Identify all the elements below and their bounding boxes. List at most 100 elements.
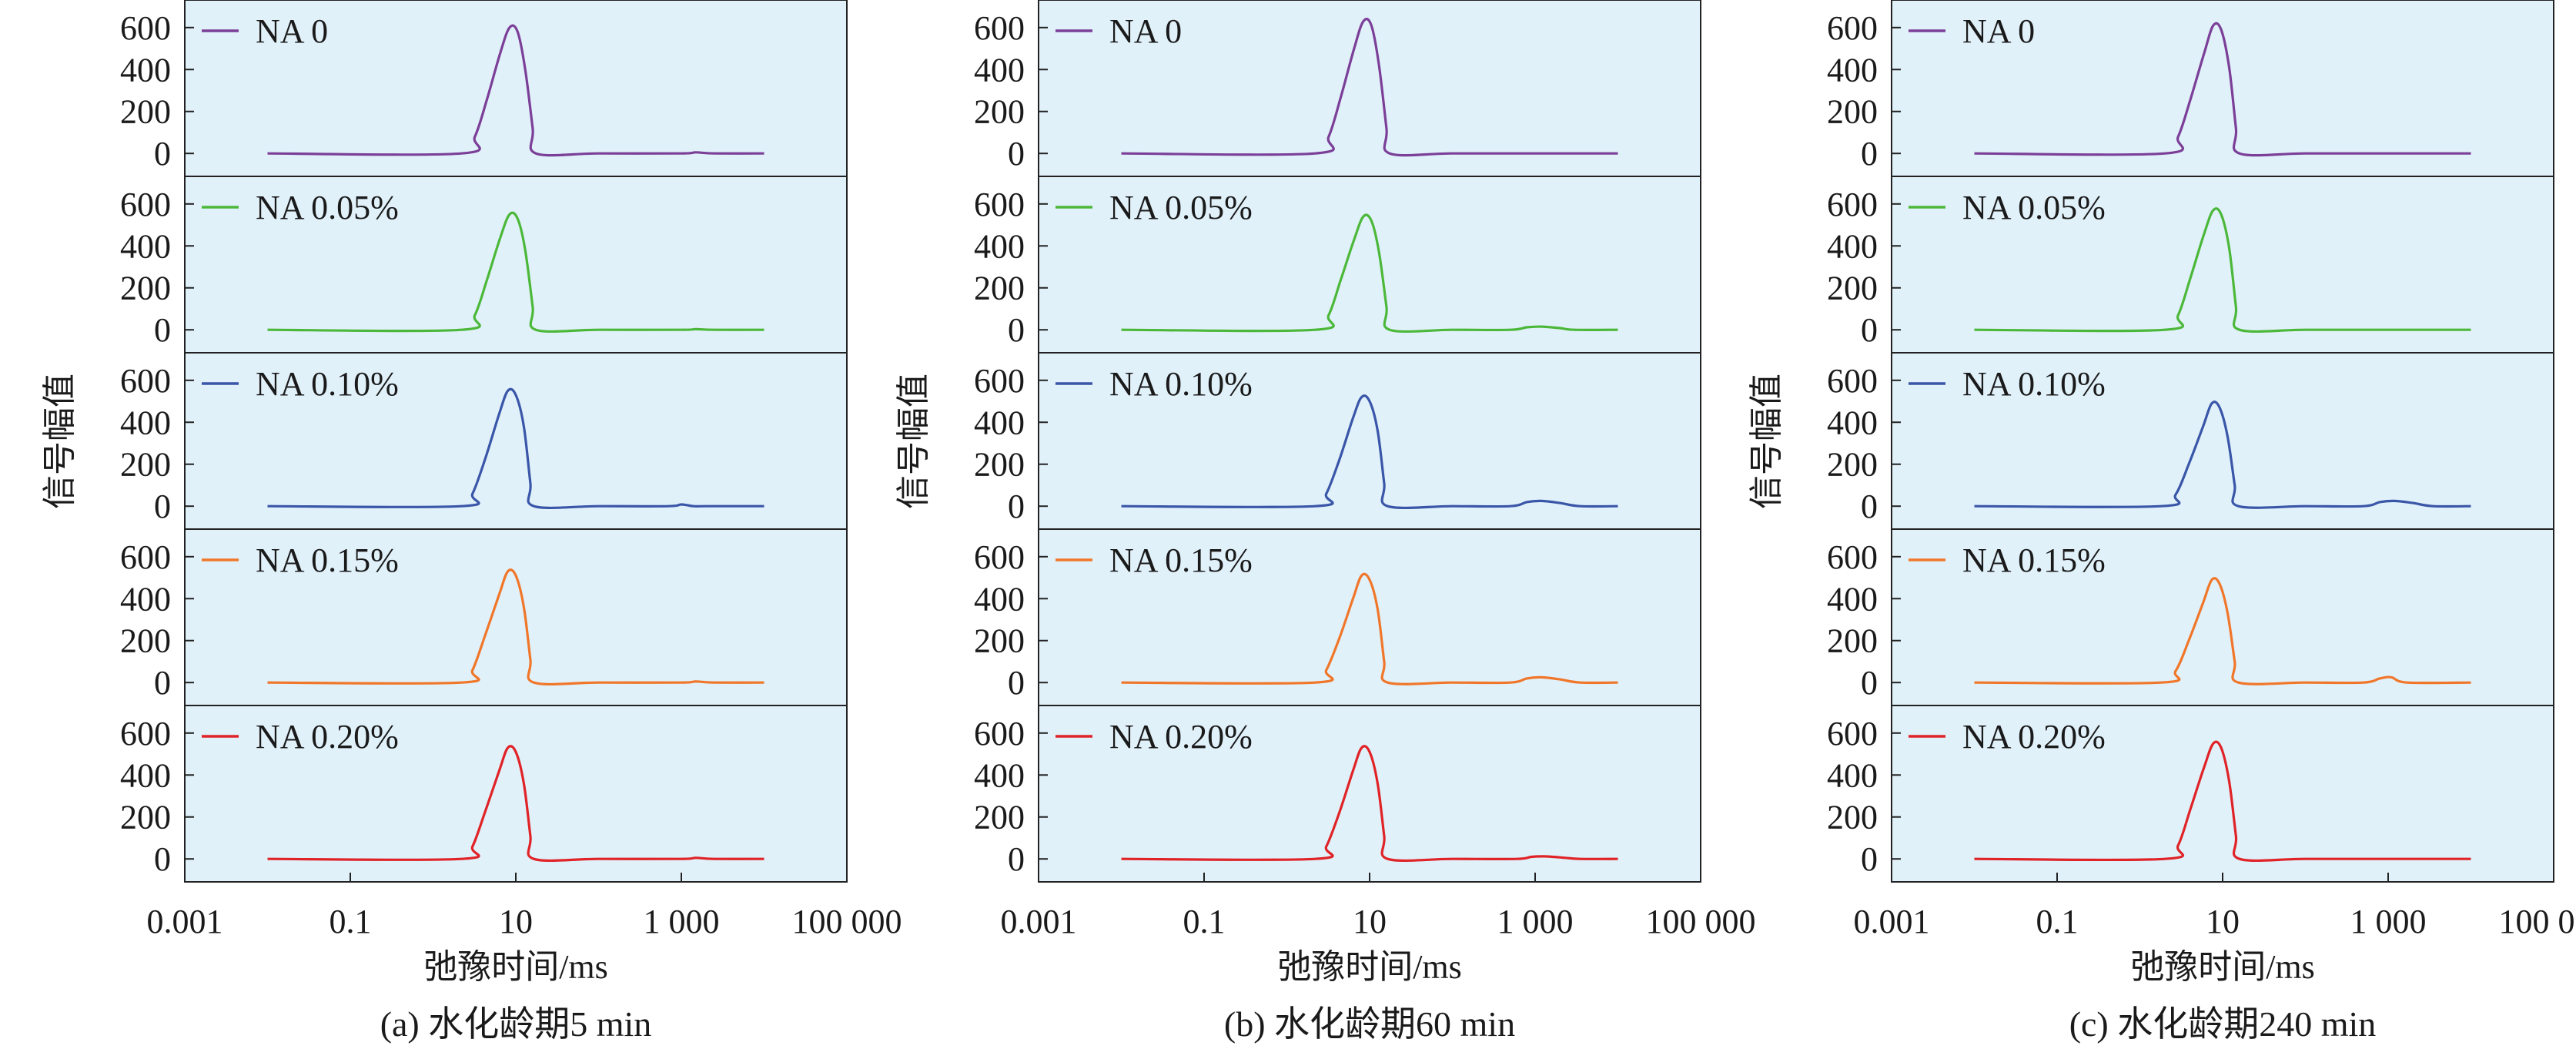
legend-label: NA 0.05% xyxy=(1109,189,1253,226)
y-tick-label: 0 xyxy=(154,840,171,878)
series-line-1 xyxy=(1974,207,2471,333)
chart-panel-2: 0 200 400 600 NA 0 0 200 400 600 NA 0.05% 0 200 400 6… xyxy=(1748,0,2576,1044)
legend-label: NA 0 xyxy=(1109,12,1182,50)
x-tick-label: 0.1 xyxy=(2036,903,2079,940)
plot-area xyxy=(1038,705,1701,883)
subplot-2-3: 0 200 400 600 NA 0.15% xyxy=(1827,528,2554,706)
subplot-1-3: 0 200 400 600 NA 0.15% xyxy=(974,528,1701,706)
chart-panel-1: 0 200 400 600 NA 0 0 200 400 600 NA 0.05% 0 200 400 6… xyxy=(895,0,1756,1044)
x-tick-label: 100 000 xyxy=(792,903,902,940)
legend-label: NA 0.15% xyxy=(256,541,399,579)
y-tick-label: 0 xyxy=(154,135,171,173)
y-tick-label: 0 xyxy=(1861,488,1878,525)
series-line-1 xyxy=(267,211,764,333)
y-tick-label: 0 xyxy=(1861,664,1878,702)
x-tick-label: 1 000 xyxy=(2350,903,2427,940)
y-tick-label: 400 xyxy=(120,756,171,794)
x-tick-label: 10 xyxy=(499,903,533,940)
series-line-3 xyxy=(1121,572,1618,685)
y-tick-label: 200 xyxy=(974,622,1025,660)
y-tick-label: 200 xyxy=(1827,446,1878,484)
y-tick-label: 400 xyxy=(1827,756,1878,794)
legend-label: NA 0.20% xyxy=(1109,718,1253,756)
subplot-2-4: 0 200 400 600 NA 0.20% xyxy=(1827,705,2554,883)
y-axis-title: 信号幅值 xyxy=(895,374,932,509)
subplot-2-2: 0 200 400 600 NA 0.10% xyxy=(1827,352,2554,530)
legend-label: NA 0.05% xyxy=(256,189,399,226)
y-axis-title: 信号幅值 xyxy=(41,374,79,509)
x-axis-title: 弛豫时间/ms xyxy=(423,948,608,986)
subplot-0-0: 0 200 400 600 NA 0 xyxy=(120,0,848,177)
x-tick-label: 0.1 xyxy=(1183,903,1226,940)
y-tick-label: 200 xyxy=(1827,93,1878,131)
subplot-1-2: 0 200 400 600 NA 0.10% xyxy=(974,352,1701,530)
plot-area xyxy=(184,528,848,706)
plot-area xyxy=(1891,176,2554,354)
legend-label: NA 0.10% xyxy=(1962,365,2106,403)
subplot-0-2: 0 200 400 600 NA 0.10% xyxy=(120,352,848,530)
y-tick-label: 200 xyxy=(120,799,171,836)
y-tick-label: 200 xyxy=(120,446,171,484)
y-tick-label: 400 xyxy=(974,756,1025,794)
y-tick-label: 600 xyxy=(120,715,171,752)
y-tick-label: 400 xyxy=(974,51,1025,89)
y-tick-label: 200 xyxy=(120,622,171,660)
plot-area xyxy=(1038,528,1701,706)
legend-label: NA 0.05% xyxy=(1962,189,2106,226)
y-tick-label: 0 xyxy=(1008,664,1025,702)
y-tick-label: 600 xyxy=(120,362,171,400)
y-tick-label: 400 xyxy=(1827,227,1878,265)
legend-label: NA 0.10% xyxy=(1109,365,1253,403)
y-tick-label: 400 xyxy=(974,404,1025,441)
plot-area xyxy=(1891,0,2554,177)
y-tick-label: 400 xyxy=(974,227,1025,265)
subplot-1-0: 0 200 400 600 NA 0 xyxy=(974,0,1701,177)
plot-area xyxy=(1038,176,1701,354)
y-tick-label: 200 xyxy=(974,93,1025,131)
series-line-4 xyxy=(1121,745,1618,863)
plot-area xyxy=(1891,705,2554,883)
y-tick-label: 0 xyxy=(1861,311,1878,349)
subplot-0-4: 0 200 400 600 NA 0.20% xyxy=(120,705,848,883)
plot-area xyxy=(184,176,848,354)
x-tick-label: 100 000 xyxy=(1646,903,1756,940)
y-tick-label: 600 xyxy=(120,9,171,47)
series-line-3 xyxy=(1974,577,2471,685)
y-tick-label: 0 xyxy=(1008,840,1025,878)
y-tick-label: 200 xyxy=(1827,270,1878,307)
x-tick-label: 1 000 xyxy=(644,903,720,940)
y-tick-label: 0 xyxy=(154,488,171,525)
y-tick-label: 400 xyxy=(120,227,171,265)
y-tick-label: 600 xyxy=(974,186,1025,223)
chart-panel-0: 0 200 400 600 NA 0 0 200 400 600 NA 0.05% 0 200 400 6… xyxy=(41,0,902,1044)
x-tick-label: 100 000 xyxy=(2499,903,2576,940)
x-tick-label: 0.001 xyxy=(1854,903,1930,940)
y-tick-label: 400 xyxy=(1827,404,1878,441)
y-tick-label: 600 xyxy=(1827,186,1878,223)
y-tick-label: 200 xyxy=(120,93,171,131)
y-axis-title: 信号幅值 xyxy=(1748,374,1785,509)
x-tick-label: 0.001 xyxy=(1001,903,1077,940)
y-tick-label: 0 xyxy=(1008,135,1025,173)
panel-caption: (a) 水化龄期5 min xyxy=(380,1004,652,1044)
y-tick-label: 600 xyxy=(974,715,1025,752)
y-tick-label: 200 xyxy=(1827,799,1878,836)
y-tick-label: 600 xyxy=(974,362,1025,400)
y-tick-label: 0 xyxy=(1861,135,1878,173)
y-tick-label: 600 xyxy=(974,9,1025,47)
legend-label: NA 0 xyxy=(256,12,328,50)
series-line-0 xyxy=(1974,22,2471,157)
series-line-4 xyxy=(267,745,764,863)
y-tick-label: 200 xyxy=(974,799,1025,836)
series-line-2 xyxy=(1974,400,2471,509)
plot-area xyxy=(1038,352,1701,530)
subplot-2-1: 0 200 400 600 NA 0.05% xyxy=(1827,176,2554,354)
subplot-1-4: 0 200 400 600 NA 0.20% xyxy=(974,705,1701,883)
x-tick-label: 0.1 xyxy=(330,903,372,940)
series-line-2 xyxy=(1121,394,1618,510)
panel-caption: (b) 水化龄期60 min xyxy=(1224,1004,1515,1044)
panel-caption: (c) 水化龄期240 min xyxy=(2069,1004,2377,1044)
legend-label: NA 0.20% xyxy=(256,718,399,756)
series-line-3 xyxy=(267,568,764,686)
